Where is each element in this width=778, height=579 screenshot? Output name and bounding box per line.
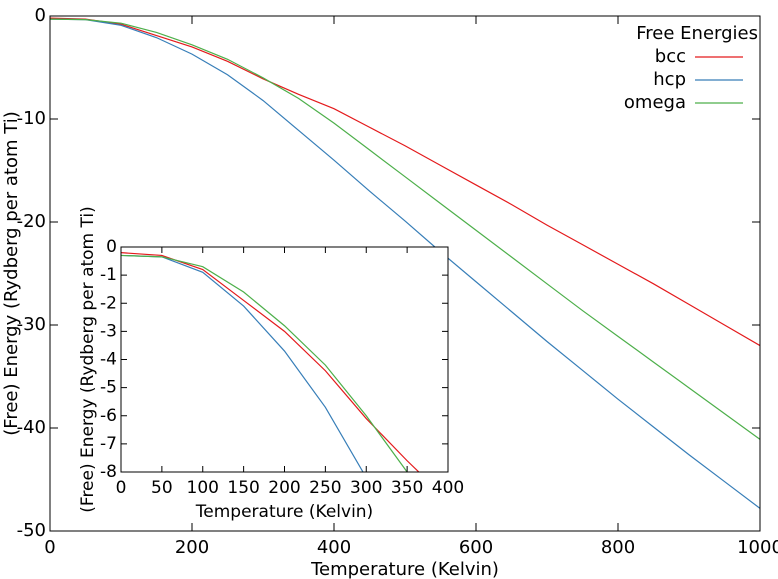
y-tick-label: -30: [17, 314, 46, 335]
y-tick-label: -40: [17, 417, 46, 438]
legend-label: omega: [624, 92, 686, 113]
plot-frame: [120, 246, 449, 473]
plot-background: [121, 247, 448, 472]
legend-label: bcc: [655, 46, 686, 67]
y-tick-label: -2: [100, 293, 117, 313]
series-line: [50, 17, 760, 347]
y-tick-label: -50: [17, 520, 46, 541]
legend-label: hcp: [653, 69, 686, 90]
x-tick-label: 400: [432, 478, 464, 498]
series-line: [50, 18, 760, 509]
y-tick-label: -20: [17, 211, 46, 232]
y-tick-label: -7: [100, 434, 117, 454]
x-tick-label: 400: [317, 537, 351, 558]
x-tick-label: 0: [116, 478, 127, 498]
y-tick-label: -5: [100, 378, 117, 398]
x-tick-label: 50: [151, 478, 173, 498]
plot-lines: [121, 252, 420, 472]
legend-title: Free Energies: [636, 23, 758, 44]
y-tick-label: -4: [100, 350, 117, 370]
y-tick-label: -8: [100, 462, 117, 482]
y-axis-label: (Free) Energy (Rydberg per atom Ti): [1, 111, 22, 436]
plot-frame: [49, 15, 761, 532]
x-tick-label: 100: [187, 478, 219, 498]
x-tick-label: 200: [175, 537, 209, 558]
y-tick-label: -1: [100, 265, 117, 285]
x-axis-label: Temperature (Kelvin): [195, 502, 373, 522]
x-tick-label: 250: [309, 478, 341, 498]
x-tick-label: 150: [227, 478, 259, 498]
plot-lines: [50, 17, 760, 509]
x-tick-label: 350: [391, 478, 423, 498]
x-tick-label: 800: [601, 537, 635, 558]
x-tick-label: 1000: [737, 537, 778, 558]
x-tick-label: 300: [350, 478, 382, 498]
series-line: [121, 254, 408, 472]
y-tick-label: 0: [106, 237, 117, 257]
y-tick-label: 0: [35, 5, 46, 26]
x-axis-label: Temperature (Kelvin): [310, 559, 499, 579]
y-tick-label: -3: [100, 321, 117, 341]
x-tick-label: 200: [268, 478, 300, 498]
x-tick-label: 0: [44, 537, 55, 558]
series-line: [50, 18, 760, 440]
series-line: [121, 254, 364, 472]
y-tick-label: -10: [17, 108, 46, 129]
y-axis-label: (Free) Energy (Rydberg per atom Ti): [78, 206, 98, 512]
y-tick-label: -6: [100, 406, 117, 426]
x-tick-label: 600: [459, 537, 493, 558]
